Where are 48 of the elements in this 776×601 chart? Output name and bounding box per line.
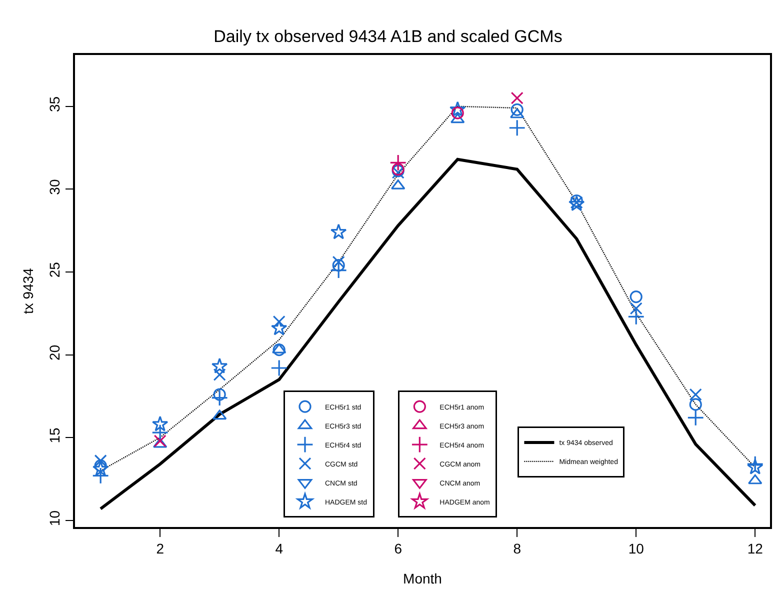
point [94, 459, 107, 472]
point [270, 360, 288, 377]
x-axis-title: Month [403, 570, 442, 586]
line-series [99, 158, 757, 510]
x-tick-label: 12 [747, 540, 764, 557]
x-tick-label: 2 [156, 540, 164, 557]
y-tick-label: 30 [46, 179, 63, 195]
point [510, 103, 524, 116]
point [746, 456, 764, 473]
point [748, 474, 762, 484]
point [270, 320, 288, 336]
point [330, 224, 347, 240]
point [510, 92, 524, 104]
point [92, 460, 109, 476]
point [152, 438, 168, 448]
point [510, 108, 524, 118]
y-tick-label: 10 [46, 510, 63, 526]
y-axis-title: tx 9434 [20, 268, 36, 314]
point [689, 398, 702, 411]
x-tick-label: 10 [628, 540, 644, 557]
point [451, 106, 464, 120]
point [747, 458, 764, 474]
point [211, 389, 228, 406]
point [154, 434, 166, 448]
point [213, 388, 226, 401]
x-tick-label: 4 [275, 540, 284, 557]
point [450, 113, 465, 124]
y-tick-label: 25 [46, 262, 63, 278]
point [94, 454, 107, 468]
point [630, 290, 642, 304]
point [212, 410, 227, 420]
chart-title: Daily tx observed 9434 A1B and scaled GCMs [214, 26, 562, 46]
point [332, 259, 345, 272]
point [92, 467, 110, 484]
y-tick-label: 15 [46, 427, 63, 444]
y-tick-label: 20 [46, 344, 63, 360]
point [449, 101, 466, 117]
point [390, 154, 407, 172]
point [508, 119, 526, 136]
point [211, 358, 228, 374]
point [272, 315, 286, 328]
x-tick-label: 6 [394, 540, 402, 557]
point [213, 368, 226, 381]
point [687, 409, 704, 426]
y-tick-label: 35 [46, 96, 63, 112]
point [689, 388, 702, 401]
x-tick-label: 8 [513, 540, 522, 557]
point [152, 416, 168, 432]
